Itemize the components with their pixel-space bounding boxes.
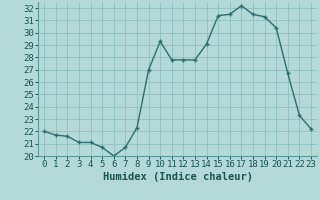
X-axis label: Humidex (Indice chaleur): Humidex (Indice chaleur) [103,172,252,182]
